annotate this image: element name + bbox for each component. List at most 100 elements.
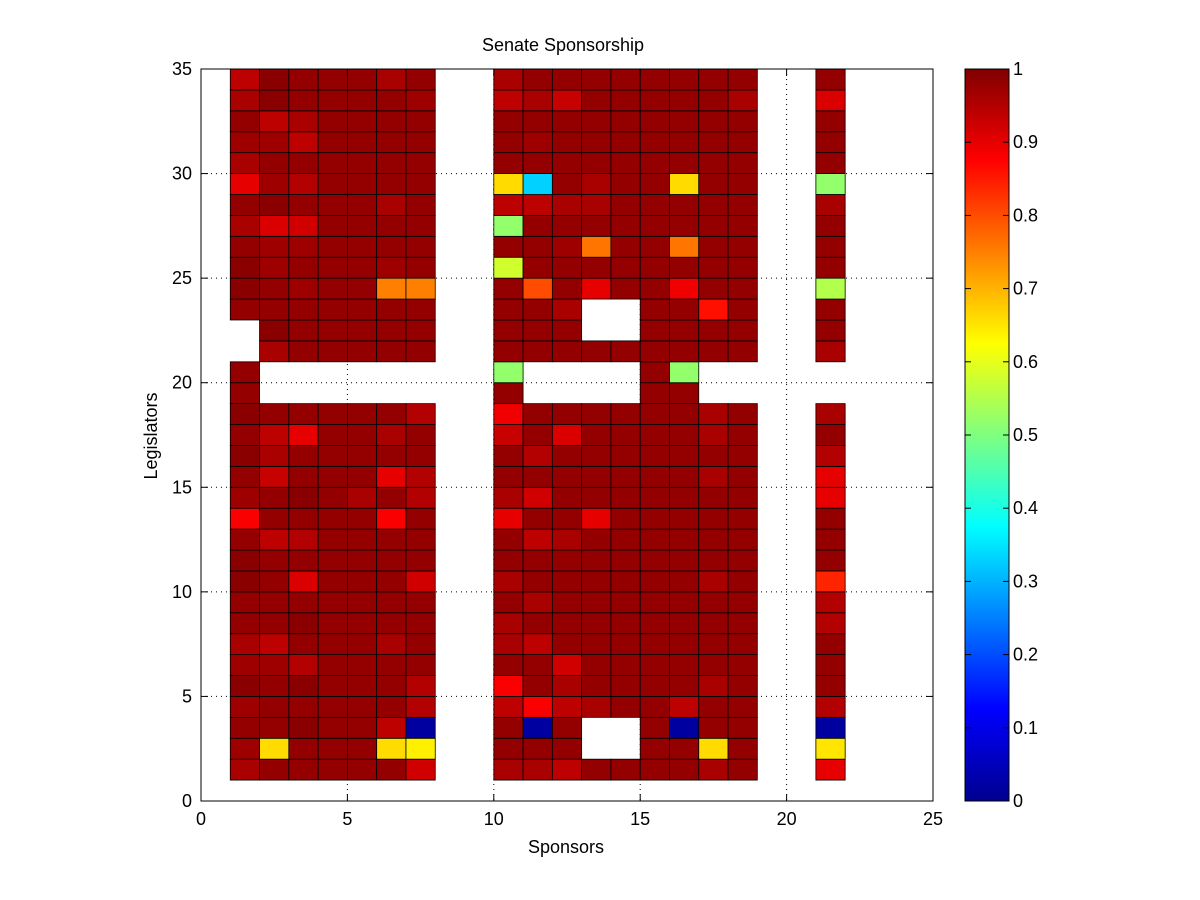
y-tick-label: 30 — [172, 164, 192, 184]
colorbar-tick-label: 0.7 — [1013, 279, 1038, 299]
heatmap-cell — [376, 758, 407, 781]
heatmap-cell — [522, 152, 553, 174]
heatmap-cell — [727, 486, 758, 509]
heatmap-cell — [639, 277, 670, 300]
heatmap-cell — [405, 131, 436, 154]
heatmap-cell — [346, 737, 378, 760]
heatmap-cell — [229, 591, 260, 614]
heatmap-cell — [405, 110, 436, 133]
heatmap-cell — [815, 549, 846, 572]
heatmap-cell — [639, 528, 670, 551]
heatmap-cell — [581, 89, 612, 112]
heatmap-cell — [815, 194, 846, 216]
heatmap-cell — [522, 696, 553, 718]
heatmap-cell — [727, 549, 758, 572]
heatmap-cell — [698, 89, 729, 112]
heatmap-cell — [288, 173, 319, 195]
y-tick-label: 10 — [172, 582, 192, 602]
heatmap-cell — [522, 445, 553, 467]
heatmap-cell — [698, 675, 729, 697]
heatmap-cell — [698, 403, 729, 425]
heatmap-cell — [669, 256, 700, 279]
heatmap-cell — [288, 633, 319, 656]
heatmap-cell — [698, 424, 729, 446]
heatmap-cell — [639, 194, 670, 216]
heatmap-cell — [815, 528, 846, 551]
heatmap-cell — [376, 675, 407, 697]
heatmap-cell — [581, 152, 612, 174]
heatmap-cell — [493, 591, 524, 614]
heatmap-cell — [229, 675, 260, 697]
heatmap-cell — [229, 194, 260, 216]
heatmap-cell — [639, 361, 670, 384]
heatmap-cell — [551, 675, 583, 697]
heatmap-cell — [405, 591, 436, 614]
heatmap-cell — [669, 173, 700, 195]
heatmap-cell — [376, 549, 407, 572]
heatmap-cell — [669, 194, 700, 216]
heatmap-cell — [727, 403, 758, 425]
heatmap-cell — [727, 89, 758, 112]
heatmap-cell — [376, 68, 407, 91]
heatmap-cell — [639, 654, 670, 676]
heatmap-cell — [639, 235, 670, 258]
x-tick-label: 10 — [484, 809, 504, 829]
heatmap-cell — [581, 340, 612, 363]
heatmap-cell — [551, 716, 583, 739]
y-tick-label: 20 — [172, 373, 192, 393]
heatmap-cell — [551, 214, 583, 237]
heatmap-cell — [610, 612, 641, 635]
colorbar-tick-label: 0.6 — [1013, 352, 1038, 372]
heatmap-cell — [581, 570, 612, 593]
heatmap-cell — [346, 214, 378, 237]
heatmap-cell — [259, 403, 290, 425]
heatmap-cell — [669, 152, 700, 174]
heatmap-cell — [346, 549, 378, 572]
heatmap-cell — [522, 235, 553, 258]
heatmap-cell — [229, 737, 260, 760]
heatmap-cell — [610, 340, 641, 363]
heatmap-cell — [698, 235, 729, 258]
heatmap-cell — [376, 110, 407, 133]
heatmap-cell — [581, 173, 612, 195]
heatmap-cell — [317, 235, 348, 258]
heatmap-cell — [669, 403, 700, 425]
heatmap-cell — [376, 633, 407, 656]
heatmap-cell — [346, 591, 378, 614]
y-tick-labels: 0 5 10 15 20 25 30 35 — [172, 59, 192, 811]
heatmap-cell — [610, 424, 641, 446]
heatmap-cell — [522, 758, 553, 781]
heatmap-cell — [815, 214, 846, 237]
heatmap-cell — [288, 403, 319, 425]
heatmap-cell — [405, 173, 436, 195]
heatmap-cell — [288, 68, 319, 91]
heatmap-cell — [522, 486, 553, 509]
heatmap-cell — [288, 507, 319, 530]
heatmap-cell — [727, 173, 758, 195]
heatmap-cell — [698, 507, 729, 530]
heatmap-cell — [639, 486, 670, 509]
heatmap-cell — [522, 612, 553, 635]
heatmap-cell — [259, 424, 290, 446]
heatmap-cell — [727, 633, 758, 656]
heatmap-cell — [493, 633, 524, 656]
heatmap-cell — [815, 256, 846, 279]
heatmap-cell — [669, 424, 700, 446]
heatmap-cell — [259, 696, 290, 718]
heatmap-cell — [669, 340, 700, 363]
heatmap-cell — [288, 298, 319, 321]
heatmap-cell — [639, 445, 670, 467]
heatmap-cell — [581, 194, 612, 216]
heatmap-cell — [376, 298, 407, 321]
heatmap-cell — [610, 758, 641, 781]
heatmap-cell — [639, 591, 670, 614]
heatmap-cell — [376, 235, 407, 258]
heatmap-cell — [317, 716, 348, 739]
heatmap-cell — [493, 445, 524, 467]
heatmap-cell — [493, 152, 524, 174]
heatmap-cell — [551, 68, 583, 91]
heatmap-cell — [288, 612, 319, 635]
heatmap-cell — [669, 235, 700, 258]
heatmap-cell — [698, 465, 729, 488]
x-tick-label: 0 — [196, 809, 206, 829]
